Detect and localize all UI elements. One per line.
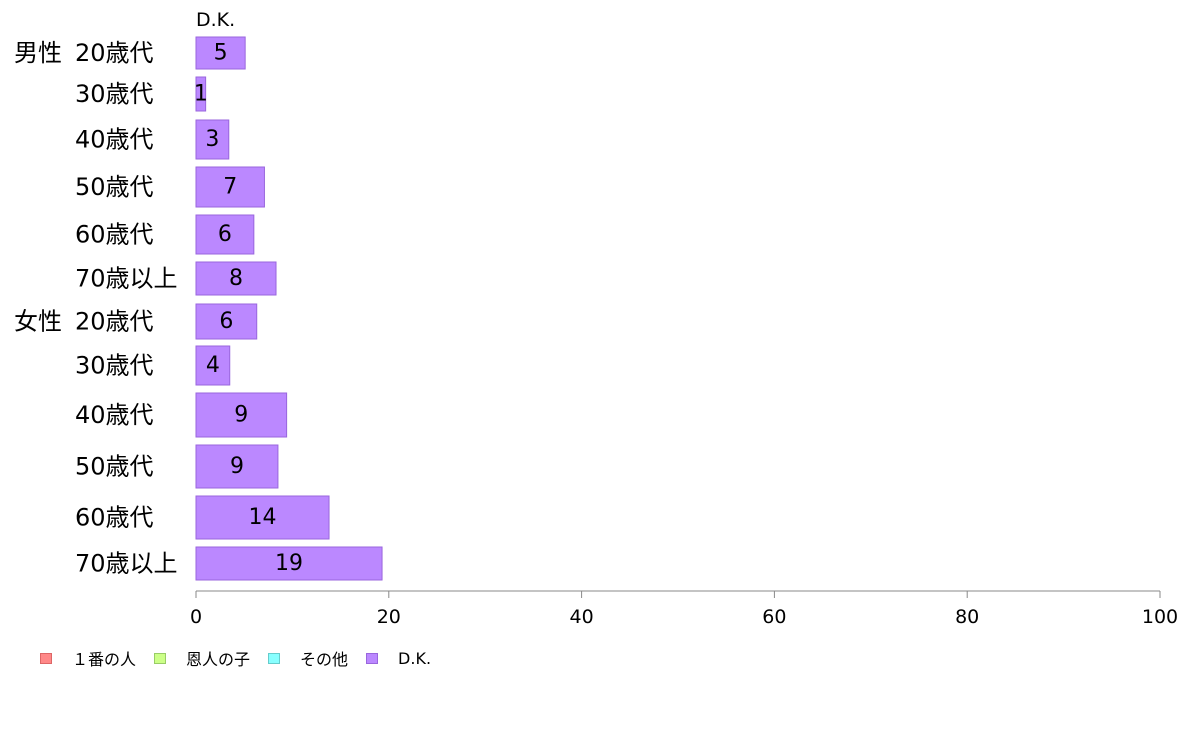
legend-swatch xyxy=(154,652,167,664)
group-label: 女性 xyxy=(14,308,62,336)
category-label: 40歳代 xyxy=(75,401,154,429)
x-tick-label: 60 xyxy=(762,606,786,628)
bar-value-label: 9 xyxy=(234,403,248,428)
group-label: 男性 xyxy=(14,39,62,67)
category-label: 70歳以上 xyxy=(75,550,178,578)
bar xyxy=(195,261,277,296)
legend-label: その他 xyxy=(300,650,349,669)
category-label: 20歳代 xyxy=(75,308,154,336)
bar xyxy=(195,345,231,386)
bar-value-label: 4 xyxy=(206,353,220,378)
bar xyxy=(195,76,207,112)
bar-value-label: 6 xyxy=(219,309,233,334)
bar xyxy=(195,546,383,581)
x-tick-label: 0 xyxy=(190,606,202,628)
legend: １番の人 恩人の子 その他 D.K. xyxy=(40,646,449,670)
legend-label: D.K. xyxy=(398,648,432,668)
bar-value-label: 3 xyxy=(205,127,219,152)
category-label: 50歳代 xyxy=(75,453,154,481)
category-label: 70歳以上 xyxy=(75,265,178,293)
bar xyxy=(195,392,288,438)
bar-value-label: 9 xyxy=(230,454,244,479)
bar-value-label: 5 xyxy=(214,41,228,66)
category-label: 60歳代 xyxy=(75,504,154,532)
category-label: 30歳代 xyxy=(75,80,154,108)
legend-item: 恩人の子 xyxy=(154,646,250,670)
category-label: 20歳代 xyxy=(75,39,154,67)
x-tick-label: 40 xyxy=(570,606,594,628)
x-axis: 0 20 40 60 80 100 xyxy=(190,590,1178,628)
bar-value-label: 8 xyxy=(229,266,243,291)
x-tick-label: 20 xyxy=(377,606,401,628)
x-tick-label: 100 xyxy=(1142,606,1178,628)
series-header: D.K. xyxy=(196,9,235,31)
bar-value-label: 1 xyxy=(194,82,208,107)
bar xyxy=(195,495,330,540)
bar xyxy=(195,166,265,208)
bar xyxy=(195,214,255,255)
x-tick-label: 80 xyxy=(955,606,979,628)
bar xyxy=(195,444,279,489)
bar xyxy=(195,303,258,340)
category-label: 40歳代 xyxy=(75,126,154,154)
legend-label: １番の人 xyxy=(72,650,137,669)
legend-label: 恩人の子 xyxy=(186,650,251,669)
category-label: 50歳代 xyxy=(75,173,154,201)
bar xyxy=(195,36,246,70)
category-label: 30歳代 xyxy=(75,352,154,380)
bar-value-label: 14 xyxy=(249,505,277,530)
bar-chart: D.K. 20歳代男性30歳代40歳代50歳代60歳代70歳以上20歳代女性30… xyxy=(14,9,1178,628)
legend-item: D.K. xyxy=(366,649,431,668)
bar xyxy=(195,119,230,160)
category-label: 60歳代 xyxy=(75,221,154,249)
legend-swatch xyxy=(40,652,52,664)
bar-value-label: 19 xyxy=(275,551,303,576)
bar-value-label: 6 xyxy=(218,222,232,247)
category-labels: 20歳代男性30歳代40歳代50歳代60歳代70歳以上20歳代女性30歳代40歳… xyxy=(14,39,178,578)
bar-value-label: 7 xyxy=(223,175,237,200)
legend-swatch xyxy=(366,652,379,664)
legend-swatch xyxy=(268,652,281,664)
legend-item: その他 xyxy=(268,646,348,670)
legend-item: １番の人 xyxy=(40,646,136,670)
